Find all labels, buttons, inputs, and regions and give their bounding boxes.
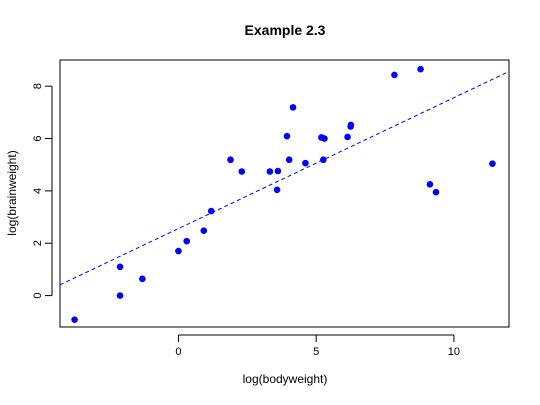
data-point [426, 181, 434, 188]
data-point [238, 168, 246, 175]
data-point [320, 156, 327, 164]
data-point [347, 121, 355, 129]
x-axis: 0 5 10 [175, 334, 460, 358]
data-point [116, 263, 124, 271]
y-axis-label: log(brainweight) [5, 150, 19, 235]
y-tick-label: 6 [32, 135, 44, 141]
x-tick-label: 0 [175, 346, 181, 358]
data-points [71, 65, 496, 323]
data-point [302, 159, 309, 167]
data-point [391, 71, 398, 79]
x-axis-label: log(bodyweight) [243, 372, 328, 386]
data-point [321, 135, 328, 142]
regression-line-group [59, 71, 510, 286]
y-tick-label: 0 [32, 293, 44, 299]
x-tick-label: 10 [448, 346, 460, 358]
data-point [283, 132, 291, 140]
plot-frame [59, 59, 510, 328]
y-tick-label: 2 [32, 240, 44, 246]
data-point [266, 168, 274, 175]
data-point [289, 104, 297, 111]
regression-line [59, 71, 510, 286]
y-tick-label: 4 [32, 188, 44, 194]
data-point [71, 316, 78, 323]
data-point [200, 227, 208, 234]
x-tick-label: 5 [313, 346, 319, 358]
data-point [432, 188, 440, 196]
data-point [417, 65, 424, 73]
data-point [139, 275, 146, 283]
y-tick-label: 8 [32, 83, 44, 89]
data-point [175, 247, 182, 255]
data-point [274, 167, 282, 175]
data-point [116, 292, 124, 299]
data-point [227, 156, 234, 164]
chart-title: Example 2.3 [245, 22, 326, 38]
data-point [183, 237, 191, 245]
data-point [273, 186, 281, 194]
data-point [207, 207, 215, 215]
data-point [285, 156, 293, 164]
y-axis: 0 2 4 6 8 [32, 83, 53, 299]
data-point [489, 160, 496, 167]
data-point [344, 133, 351, 141]
